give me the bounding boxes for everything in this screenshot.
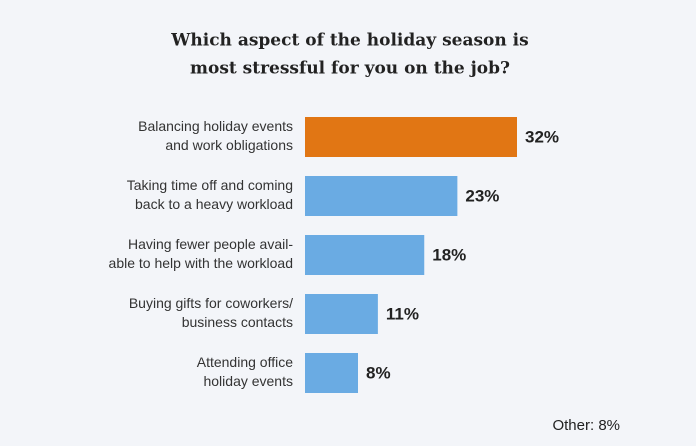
category-label: holiday events [203,373,293,389]
bar [305,235,425,275]
category-label: Balancing holiday events [138,118,293,134]
value-label: 18% [432,245,466,264]
category-label: back to a heavy workload [135,196,293,212]
category-label: Buying gifts for coworkers/ [129,295,293,311]
chart-title: most stressful for you on the job? [190,59,510,79]
chart-title: Which aspect of the holiday season is [170,31,528,51]
annotation: Other: 8% [552,417,620,434]
bar [305,294,378,334]
value-label: 11% [386,304,419,323]
category-label: and work obligations [165,137,293,153]
value-label: 8% [366,363,391,382]
value-label: 32% [525,127,559,146]
value-label: 23% [465,186,499,205]
bar [305,117,517,157]
category-label: Having fewer people avail- [128,236,293,252]
category-label: Taking time off and coming [127,177,293,193]
bar [305,176,458,216]
category-label: business contacts [182,314,293,330]
category-label: able to help with the workload [109,255,293,271]
category-label: Attending office [197,354,293,370]
bar [305,353,358,393]
